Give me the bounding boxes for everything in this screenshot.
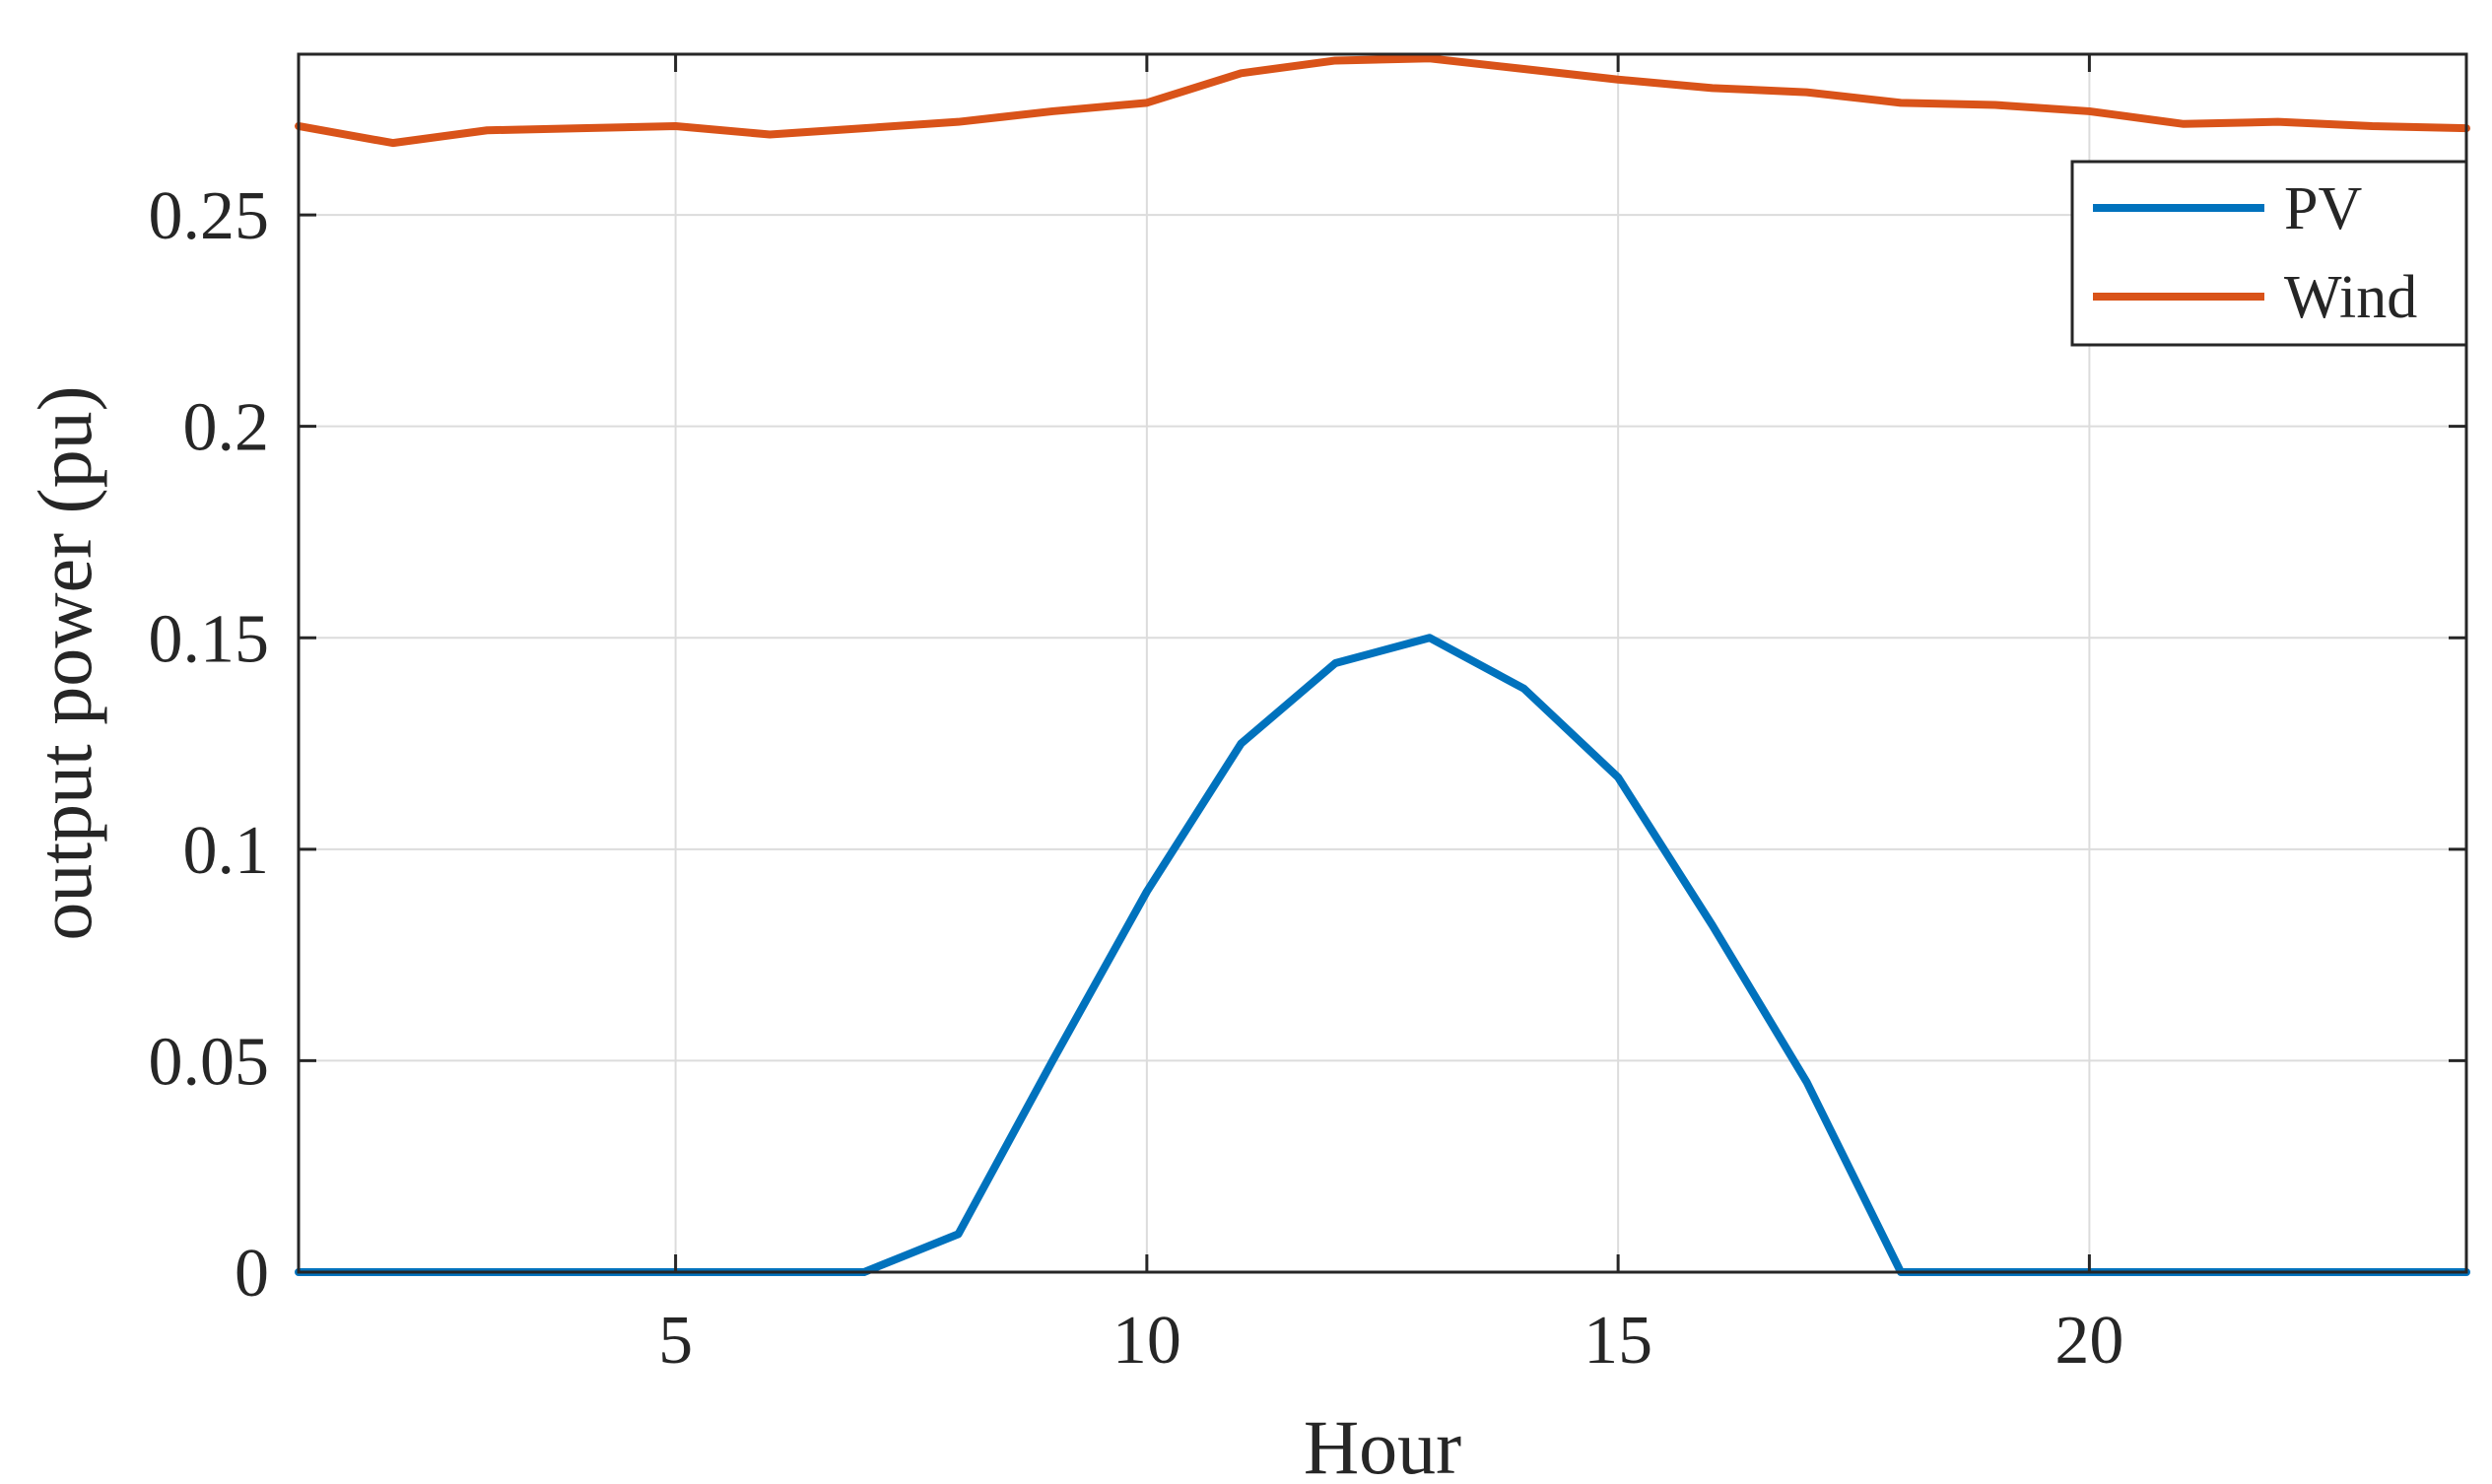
y-axis-label: output power (pu) (22, 385, 107, 940)
y-tick-label: 0.05 (149, 1024, 270, 1100)
y-tick-label: 0.15 (149, 601, 270, 677)
plot-frame (297, 52, 2468, 1274)
legend-box (2070, 160, 2468, 347)
legend-label-wind: Wind (2284, 264, 2417, 331)
series-line-wind (295, 54, 2470, 148)
y-tick-label: 0.1 (183, 813, 270, 889)
x-tick-labels: 5 10 15 20 (658, 1303, 2123, 1379)
axis-ticks (299, 54, 2466, 1274)
y-tick-label: 0.25 (149, 178, 270, 254)
y-tick-label: 0.2 (183, 390, 270, 466)
y-tick-labels: 0 0.05 0.1 0.15 0.2 0.25 (149, 178, 270, 1312)
legend: PV Wind (2070, 160, 2468, 347)
x-tick-label: 15 (1583, 1303, 1652, 1379)
x-tick-label: 5 (658, 1303, 693, 1379)
x-tick-label: 10 (1112, 1303, 1181, 1379)
legend-label-pv: PV (2284, 175, 2362, 242)
x-tick-label: 20 (2054, 1303, 2123, 1379)
x-axis-label: Hour (1304, 1404, 1461, 1484)
y-tick-label: 0 (235, 1236, 269, 1312)
